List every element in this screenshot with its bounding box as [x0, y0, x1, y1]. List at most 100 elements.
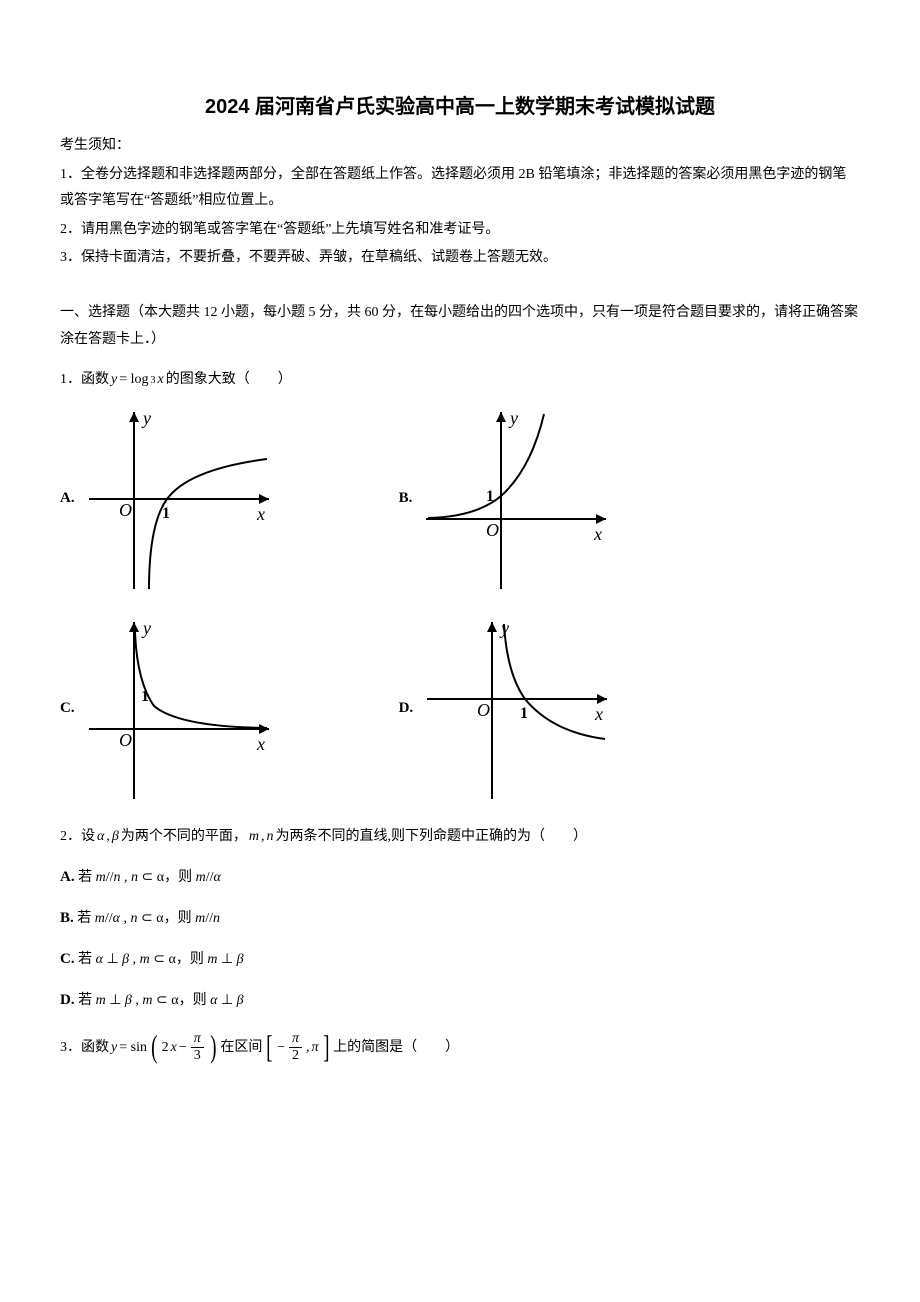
lparen-icon: ( — [151, 1035, 157, 1057]
q3-pi-b: π — [289, 1032, 302, 1048]
section-1-label: 一、选择题（本大题共 12 小题，每小题 5 分，共 60 分，在每小题给出的四… — [60, 300, 860, 353]
axis-x-a: x — [256, 504, 265, 524]
axis-y-a: y — [141, 408, 151, 428]
graph-b: O 1 x y — [416, 404, 616, 594]
q2-m: m — [249, 824, 259, 851]
instruction-3: 3．保持卡面清洁，不要折叠，不要弄破、弄皱，在草稿纸、试题卷上答题无效。 — [60, 245, 860, 272]
q3-x: x — [171, 1035, 177, 1062]
q2d-s3: m — [142, 993, 152, 1008]
axis-y-d: y — [499, 618, 509, 638]
q3-y: y — [111, 1035, 117, 1062]
axis-y-b: y — [508, 408, 518, 428]
q2b-c: , — [120, 911, 131, 926]
q2c-t: ，则 — [176, 952, 208, 967]
q2b-r1: // — [105, 911, 113, 926]
q2d-r3: ⊥ — [217, 993, 236, 1008]
q2c-c: , — [129, 952, 140, 967]
q1-sub: 3 — [151, 371, 156, 390]
q2-n: n — [266, 824, 273, 851]
q2-option-a: A. 若 m//n , n ⊂ α，则 m//α — [60, 864, 860, 891]
q2d-pre: 若 — [78, 993, 96, 1008]
q2a-s3: n — [131, 870, 138, 885]
q2a-s1: m — [96, 870, 106, 885]
q1-y: y — [111, 367, 117, 394]
q2a-r2: ⊂ α — [138, 870, 164, 885]
q2-suffix: 为两条不同的直线,则下列命题中正确的为（ ） — [275, 824, 587, 851]
q2c-s4: m — [207, 952, 217, 967]
q3-two: 2 — [289, 1048, 302, 1063]
q2b-s5: n — [213, 911, 220, 926]
axis-one-b: 1 — [486, 488, 494, 505]
instruction-1: 1．全卷分选择题和非选择题两部分，全部在答题纸上作答。选择题必须用 2B 铅笔填… — [60, 162, 860, 215]
q2-option-c: C. 若 α ⊥ β , m ⊂ α，则 m ⊥ β — [60, 946, 860, 973]
axis-x-b: x — [593, 524, 602, 544]
q2d-s2: β — [125, 993, 132, 1008]
q1-prefix: 1．函数 — [60, 367, 109, 394]
q2a-c: , — [121, 870, 132, 885]
q2c-s3: m — [140, 952, 150, 967]
question-1: 1．函数 y = log 3 x 的图象大致（ ） — [60, 367, 860, 394]
q2-c2: , — [261, 824, 265, 851]
q2c-r1: ⊥ — [103, 952, 122, 967]
q2-option-b: B. 若 m//α , n ⊂ α，则 m//n — [60, 905, 860, 932]
instructions-header: 考生须知： — [60, 133, 860, 160]
axis-x-c: x — [256, 734, 265, 754]
q2d-r2: ⊂ α — [153, 993, 179, 1008]
q3-three: 3 — [191, 1048, 204, 1063]
q3-pi2: π — [311, 1035, 318, 1062]
graph-cell-b: B. O 1 x y — [399, 404, 617, 594]
q2b-r3: // — [205, 911, 213, 926]
q2-opt-a-label: A. — [60, 869, 75, 885]
axis-origin-a: O — [119, 500, 132, 520]
q2-prefix: 2．设 — [60, 824, 95, 851]
q2b-r2: ⊂ α — [138, 911, 164, 926]
q3-2: 2 — [162, 1035, 169, 1062]
q3-frac-pi-3: π 3 — [191, 1032, 204, 1063]
q2a-pre: 若 — [78, 870, 96, 885]
q2c-r2: ⊂ α — [150, 952, 176, 967]
q3-prefix: 3．函数 — [60, 1035, 109, 1062]
q1-x: x — [158, 367, 164, 394]
q3-mid: 在区间 — [220, 1035, 262, 1062]
q2a-r1: // — [106, 870, 114, 885]
q1-suffix: 的图象大致（ ） — [166, 367, 292, 394]
q3-suffix: 上的简图是（ ） — [333, 1035, 459, 1062]
q2d-s1: m — [96, 993, 106, 1008]
q2-c1: , — [106, 824, 110, 851]
option-label-a: A. — [60, 490, 75, 507]
rparen-icon: ) — [210, 1035, 216, 1057]
axis-origin-b: O — [486, 520, 499, 540]
q2d-c: , — [132, 993, 143, 1008]
question-3: 3．函数 y = sin ( 2x − π 3 ) 在区间 [ − π 2 , … — [60, 1032, 860, 1063]
q2b-s4: m — [195, 911, 205, 926]
axis-origin-d: O — [477, 700, 490, 720]
instruction-2: 2．请用黑色字迹的钢笔或答字笔在“答题纸”上先填写姓名和准考证号。 — [60, 217, 860, 244]
q3-pi: π — [191, 1032, 204, 1048]
q2-opt-b-label: B. — [60, 910, 74, 926]
q2b-s1: m — [95, 911, 105, 926]
q2d-s5: β — [237, 993, 244, 1008]
q2b-t: ，则 — [164, 911, 196, 926]
q2b-s2: α — [113, 911, 120, 926]
axis-x-d: x — [594, 704, 603, 724]
q2-option-d: D. 若 m ⊥ β , m ⊂ α，则 α ⊥ β — [60, 987, 860, 1014]
q3-neg: − — [277, 1035, 285, 1062]
option-label-c: C. — [60, 700, 75, 717]
q2a-s2: n — [114, 870, 121, 885]
graph-row-1: A. O 1 x y B. — [60, 404, 860, 594]
q2a-s4: m — [196, 870, 206, 885]
question-2: 2．设 α , β 为两个不同的平面， m , n 为两条不同的直线,则下列命题… — [60, 824, 860, 851]
option-label-b: B. — [399, 490, 413, 507]
q3-comma: , — [306, 1035, 310, 1062]
exam-page: 2024 届河南省卢氏实验高中高一上数学期末考试模拟试题 考生须知： 1．全卷分… — [0, 0, 920, 1123]
q2-opt-d-label: D. — [60, 992, 75, 1008]
lbracket-icon: [ — [267, 1035, 273, 1057]
graph-a: O 1 x y — [79, 404, 279, 594]
q2c-r3: ⊥ — [217, 952, 236, 967]
q2a-t: ，则 — [164, 870, 196, 885]
q2-mid1: 为两个不同的平面， — [121, 824, 247, 851]
graph-cell-a: A. O 1 x y — [60, 404, 279, 594]
q2-options: A. 若 m//n , n ⊂ α，则 m//α B. 若 m//α , n ⊂… — [60, 864, 860, 1014]
axis-one-a: 1 — [162, 505, 170, 522]
option-label-d: D. — [399, 700, 414, 717]
